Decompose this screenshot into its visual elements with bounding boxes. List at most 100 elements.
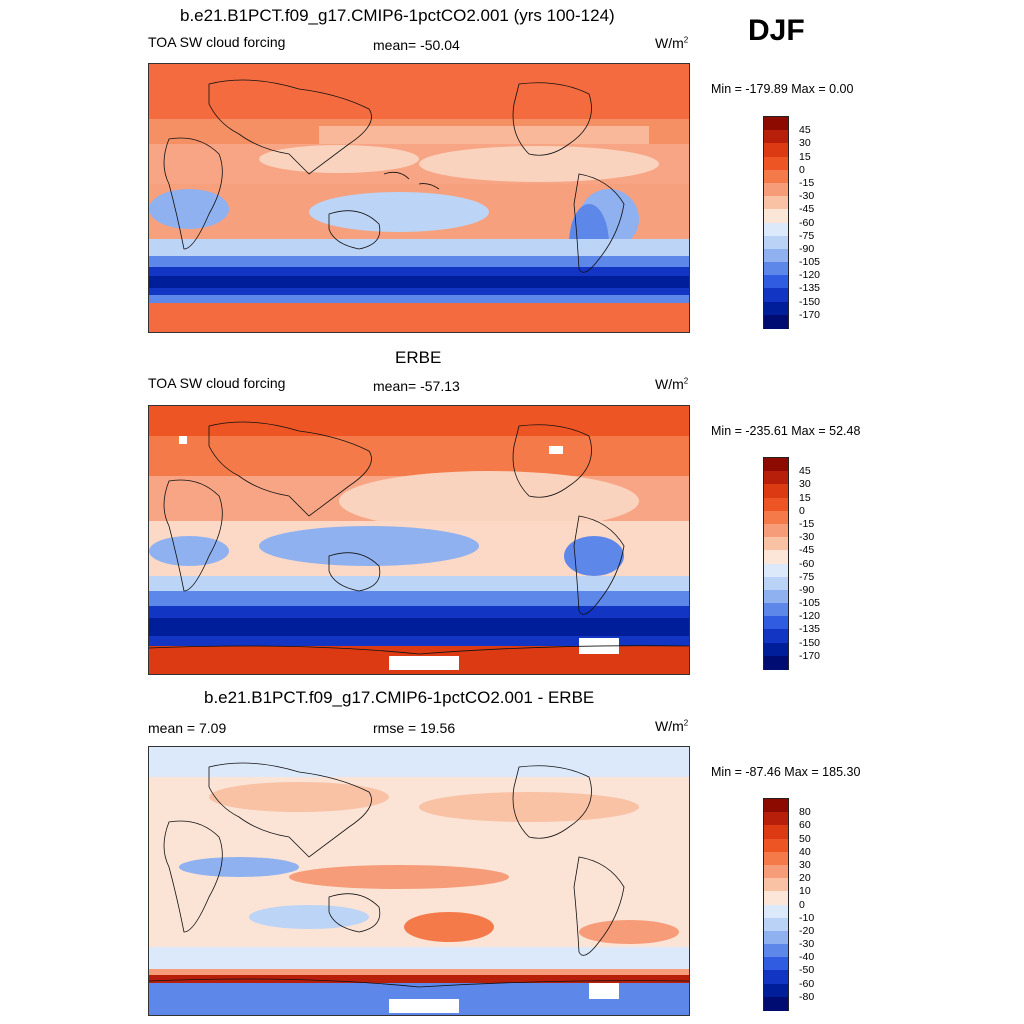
colorbar-tick-label: 0: [799, 163, 805, 176]
colorbar-swatch: [764, 117, 788, 131]
colorbar-tick-label: -90: [799, 242, 815, 255]
colorbar-swatch: [764, 484, 788, 499]
colorbar-swatch: [764, 996, 788, 1011]
colorbar-tick-label: -30: [799, 531, 815, 544]
colorbar-tick-label: -30: [799, 190, 815, 203]
panel1-map: [148, 63, 690, 333]
colorbar-tick-label: -60: [799, 557, 815, 570]
colorbar-swatch: [764, 301, 788, 316]
panel3-units: W/m2: [655, 718, 689, 734]
colorbar-swatch: [764, 130, 788, 144]
panel3-colorbar: 80 60 50 40 30 20 10 0 -10 -20 -30 -40 -50 -60 -80: [763, 798, 814, 1011]
colorbar-swatch: [764, 458, 788, 472]
colorbar-tick-label: -40: [799, 951, 815, 964]
colorbar-tick-label: 30: [799, 858, 811, 871]
colorbar-swatch: [764, 944, 788, 958]
colorbar-tick-label: -170: [799, 308, 821, 321]
colorbar-swatch: [764, 983, 788, 998]
colorbar-tick-label: 10: [799, 885, 811, 898]
colorbar-tick-label: 30: [799, 478, 811, 491]
colorbar-tick-label: 80: [799, 806, 811, 819]
colorbar-swatch: [764, 970, 788, 985]
colorbar-tick-label: -60: [799, 977, 815, 990]
colorbar-swatch: [764, 262, 788, 276]
colorbar-tick-label: -120: [799, 269, 821, 282]
colorbar-swatch: [764, 156, 788, 171]
colorbar-swatch: [764, 510, 788, 525]
colorbar-swatch: [764, 930, 788, 945]
panel3-title: b.e21.B1PCT.f09_g17.CMIP6-1pctCO2.001 - …: [204, 688, 595, 707]
colorbar-swatch: [764, 550, 788, 564]
colorbar-tick-label: -15: [799, 176, 815, 189]
colorbar-swatch: [764, 537, 788, 551]
colorbar-swatch: [764, 497, 788, 512]
colorbar-swatch: [764, 616, 788, 630]
colorbar-tick-label: 0: [799, 898, 805, 911]
colorbar-tick-label: 40: [799, 845, 811, 858]
colorbar-swatch: [764, 169, 788, 184]
colorbar-swatch: [764, 576, 788, 591]
colorbar-swatch: [764, 864, 788, 879]
colorbar-tick-label: -135: [799, 623, 821, 636]
colorbar-swatch: [764, 629, 788, 644]
colorbar-swatch: [764, 563, 788, 578]
colorbar-tick-label: -30: [799, 938, 815, 951]
colorbar-swatch: [764, 655, 788, 670]
colorbar-tick-label: -105: [799, 597, 821, 610]
panel2-units: W/m2: [655, 376, 689, 392]
colorbar-tick-label: 20: [799, 872, 811, 885]
panel3-map-svg: [149, 747, 689, 1015]
colorbar-swatch: [764, 222, 788, 237]
panel1-title: b.e21.B1PCT.f09_g17.CMIP6-1pctCO2.001 (y…: [180, 6, 615, 25]
panel3-map: [148, 746, 690, 1016]
colorbar-tick-label: 30: [799, 137, 811, 150]
panel2-mean: mean= -57.13: [373, 378, 460, 394]
colorbar-tick-label: -20: [799, 924, 815, 937]
colorbar-swatch: [764, 209, 788, 223]
panel2-title: ERBE: [395, 348, 442, 367]
colorbar-swatch: [764, 642, 788, 657]
colorbar-swatch: [764, 182, 788, 197]
colorbar-swatch: [764, 904, 788, 919]
colorbar-tick-label: 50: [799, 832, 811, 845]
colorbar-swatch: [764, 812, 788, 826]
colorbar-swatch: [764, 143, 788, 158]
colorbar-tick-label: 15: [799, 491, 811, 504]
colorbar-tick-label: -120: [799, 610, 821, 623]
colorbar-swatch: [764, 851, 788, 866]
colorbar-swatch: [764, 917, 788, 932]
colorbar-swatch: [764, 891, 788, 905]
colorbar-tick-label: -135: [799, 282, 821, 295]
panel2-colorbar: 45 30 15 0 -15 -30 -45 -60 -75 -90 -105 -120 -135 -15…: [763, 457, 820, 670]
colorbar-swatch: [764, 957, 788, 971]
colorbar-tick-label: -75: [799, 570, 815, 583]
panel1-map-svg: [149, 64, 689, 332]
colorbar-tick-label: 0: [799, 504, 805, 517]
panel2-map-svg: [149, 406, 689, 674]
colorbar-tick-label: -150: [799, 295, 821, 308]
panel3-minmax: Min = -87.46 Max = 185.30: [711, 765, 861, 779]
colorbar-swatch: [764, 248, 788, 263]
colorbar-swatch: [764, 589, 788, 604]
season-label: DJF: [748, 14, 805, 47]
panel1-mean: mean= -50.04: [373, 37, 460, 53]
colorbar-tick-label: -15: [799, 517, 815, 530]
panel2-variable-label: TOA SW cloud forcing: [148, 375, 286, 391]
colorbar-tick-label: -75: [799, 229, 815, 242]
panel2-map: [148, 405, 690, 675]
colorbar-swatch: [764, 314, 788, 329]
colorbar-swatch: [764, 235, 788, 250]
colorbar-tick-label: -170: [799, 649, 821, 662]
colorbar-tick-label: -60: [799, 216, 815, 229]
colorbar-tick-label: -45: [799, 203, 815, 216]
colorbar-swatch: [764, 878, 788, 892]
colorbar-tick-label: -90: [799, 583, 815, 596]
panel3-rmse: rmse = 19.56: [373, 720, 456, 736]
colorbar-swatch: [764, 603, 788, 617]
colorbar-tick-label: 45: [799, 124, 811, 137]
colorbar-tick-label: 45: [799, 465, 811, 478]
colorbar-swatch: [764, 825, 788, 840]
panel3-mean: mean = 7.09: [148, 720, 227, 736]
colorbar-swatch: [764, 799, 788, 813]
colorbar-swatch: [764, 523, 788, 538]
